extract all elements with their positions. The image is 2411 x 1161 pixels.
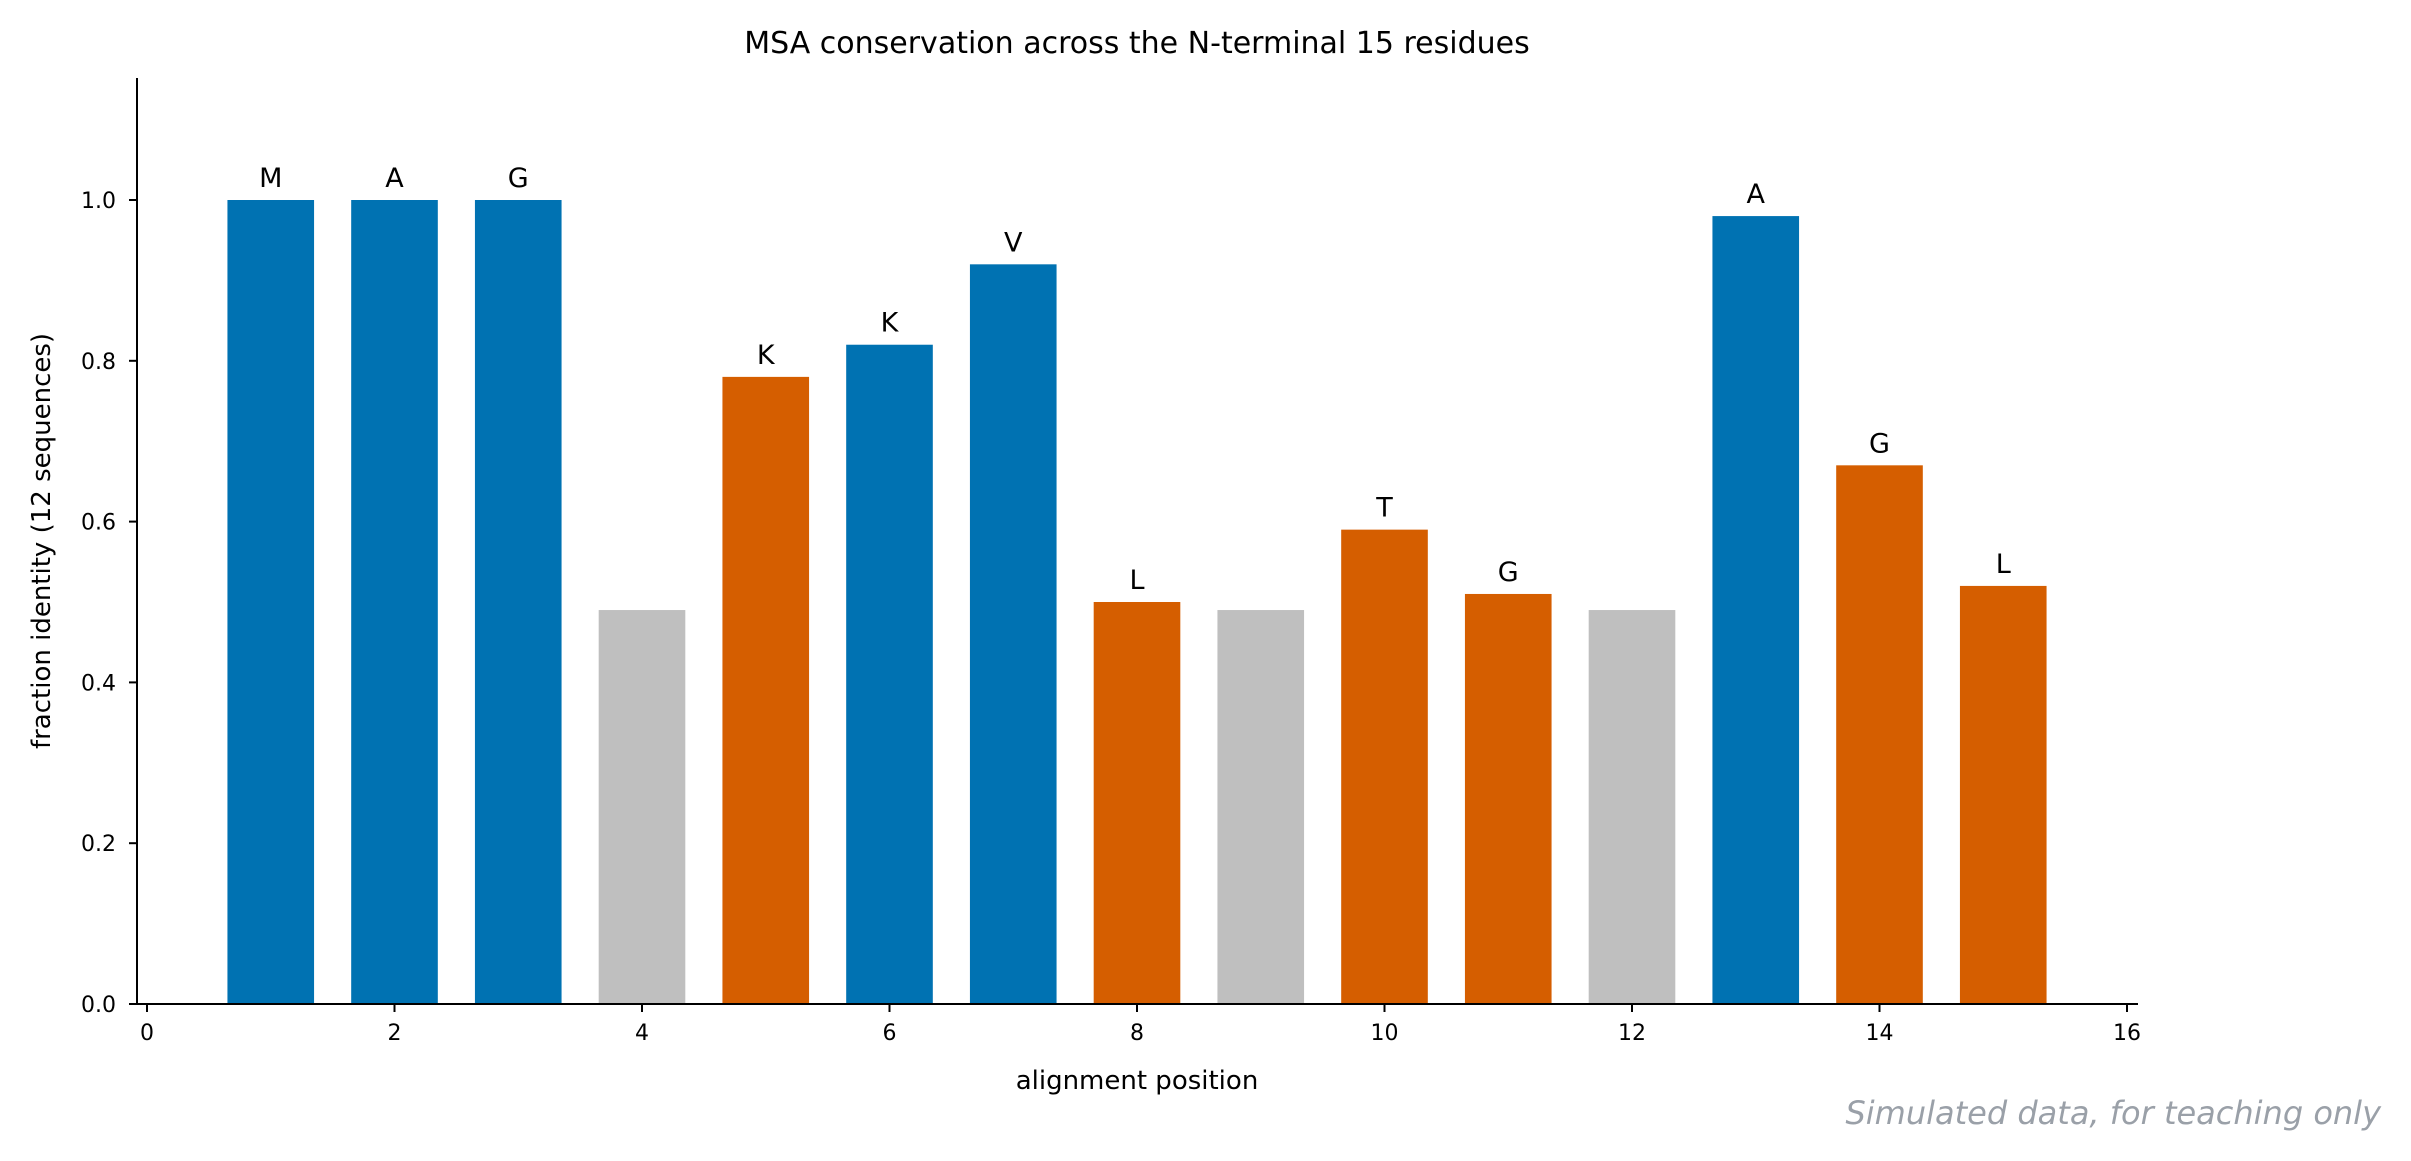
bar-position-7 [969,264,1057,1004]
x-tick-label: 16 [2113,1021,2141,1046]
bar-position-11 [1464,593,1552,1004]
bar-label-position-8: L [1129,565,1144,596]
bar-position-12 [1588,610,1676,1004]
watermark-text: Simulated data, for teaching only [1845,1094,2382,1132]
y-tick-label: 0.0 [81,993,116,1018]
x-ticks-group: 0 2 4 6 8 10 12 14 16 [140,1004,2141,1046]
bar-label-position-1: M [259,163,282,194]
bar-position-2 [351,200,438,1004]
y-tick-label: 0.4 [81,671,116,696]
bar-position-10 [1341,529,1428,1004]
bar-position-15 [1959,585,2047,1004]
bar-position-13 [1712,216,1800,1004]
x-tick-label: 2 [388,1021,402,1046]
bar-label-position-14: G [1869,428,1890,459]
bar-label-position-11: G [1498,557,1519,588]
chart-title: MSA conservation across the N-terminal 1… [744,26,1530,61]
bar-position-3 [474,200,562,1004]
bar-labels-group: M A G K K V L T G A G L [259,163,2011,596]
bars-group [227,200,2047,1005]
bar-label-position-3: G [508,163,529,194]
y-tick-label: 0.6 [81,511,116,536]
bar-label-position-6: K [881,308,900,339]
bar-position-9 [1217,610,1305,1004]
y-tick-label: 0.8 [81,350,116,375]
y-ticks-group: 0.0 0.2 0.4 0.6 0.8 1.0 [81,189,137,1018]
bar-label-position-13: A [1747,179,1766,210]
y-axis-label: fraction identity (12 sequences) [27,333,57,749]
bar-label-position-10: T [1375,493,1393,524]
x-tick-label: 6 [883,1021,897,1046]
bar-label-position-15: L [1996,549,2011,580]
bar-label-position-7: V [1004,227,1023,258]
x-tick-label: 4 [635,1021,649,1046]
bar-position-14 [1836,465,1923,1004]
y-tick-label: 1.0 [81,189,116,214]
x-tick-label: 12 [1618,1021,1646,1046]
bar-position-6 [846,344,933,1005]
x-axis-label: alignment position [1016,1066,1259,1096]
x-tick-label: 8 [1130,1021,1144,1046]
bar-position-5 [722,376,810,1004]
bar-label-position-2: A [385,163,404,194]
bar-position-1 [227,200,315,1004]
bar-position-8 [1093,602,1181,1004]
bar-position-4 [598,610,686,1004]
y-tick-label: 0.2 [81,832,116,857]
x-tick-label: 0 [140,1021,154,1046]
bar-label-position-5: K [757,340,776,371]
x-tick-label: 10 [1371,1021,1399,1046]
x-tick-label: 14 [1866,1021,1894,1046]
